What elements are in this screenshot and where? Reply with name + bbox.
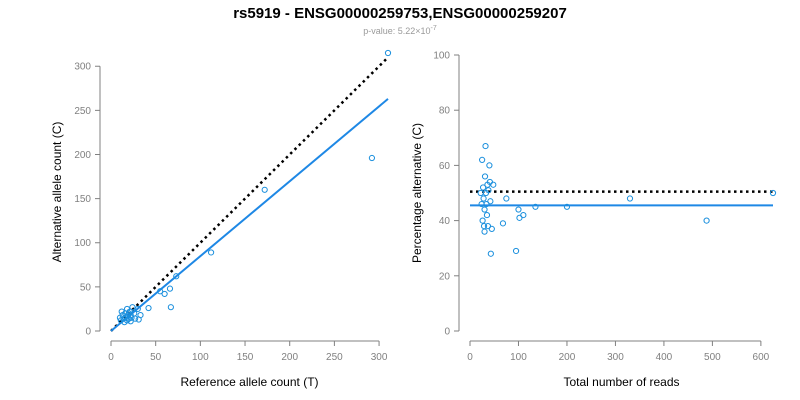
- chart-title: rs5919 - ENSG00000259753,ENSG00000259207: [233, 5, 567, 22]
- data-point: [769, 189, 777, 197]
- data-point: [173, 273, 180, 280]
- x-tick-label: 200: [281, 352, 298, 363]
- data-point: [490, 181, 497, 188]
- y-tick-label: 20: [439, 271, 451, 282]
- percentage-y-axis-label: Percentage alternative (C): [410, 123, 424, 263]
- p-value-exponent: -7: [431, 25, 437, 32]
- data-point: [480, 195, 487, 202]
- x-tick-label: 50: [150, 352, 162, 363]
- y-tick-label: 80: [439, 106, 451, 117]
- y-tick-label: 0: [85, 327, 91, 338]
- data-point: [479, 156, 486, 163]
- data-point: [512, 247, 520, 255]
- y-tick-label: 200: [74, 150, 91, 161]
- data-point: [482, 142, 489, 150]
- data-point: [481, 228, 488, 235]
- y-tick-label: 100: [433, 51, 450, 62]
- allele-y-axis-label: Alternative allele count (C): [50, 122, 64, 263]
- data-point: [127, 318, 134, 325]
- data-point: [477, 189, 484, 197]
- x-tick-label: 0: [467, 352, 473, 363]
- data-point: [129, 304, 136, 311]
- percentage-alternative-plot: 0 100 200 300 400 500 600 0 20 40 60 80 100 Total num…: [410, 51, 777, 389]
- y-tick-label: 100: [74, 238, 91, 249]
- allele-x-axis-label: Reference allele count (T): [180, 375, 318, 389]
- data-point: [481, 206, 488, 213]
- data-point: [134, 305, 141, 313]
- x-tick-label: 500: [704, 352, 721, 363]
- data-point: [479, 184, 487, 191]
- y-tick-label: 0: [444, 327, 450, 338]
- p-value-text: p-value: 5.22×10: [363, 26, 430, 36]
- y-tick-label: 60: [439, 161, 451, 172]
- x-tick-label: 300: [371, 352, 388, 363]
- allele-fit-line: [110, 98, 389, 332]
- data-point: [384, 49, 392, 57]
- data-point: [515, 206, 522, 213]
- y-tick-label: 250: [74, 106, 91, 117]
- x-tick-label: 300: [607, 352, 624, 363]
- x-tick-label: 400: [656, 352, 673, 363]
- y-tick-label: 300: [74, 62, 91, 73]
- data-point: [145, 304, 152, 312]
- x-tick-label: 150: [237, 352, 254, 363]
- data-point: [167, 304, 174, 311]
- data-point: [166, 285, 174, 292]
- p-value-subtitle: p-value: 5.22×10-7: [363, 25, 437, 36]
- data-point: [563, 203, 571, 210]
- x-tick-label: 100: [192, 352, 209, 363]
- y-tick-label: 50: [80, 282, 92, 293]
- x-tick-label: 0: [108, 352, 114, 363]
- allele-count-plot: 0 50 100 150 200 250 300 0 50 100 150 200 250 300 Refe…: [50, 49, 392, 389]
- data-point: [703, 217, 710, 224]
- data-point: [626, 195, 634, 202]
- data-point: [499, 220, 507, 227]
- data-point: [487, 250, 494, 257]
- data-point: [485, 187, 492, 194]
- y-tick-label: 40: [439, 216, 451, 227]
- data-point: [207, 249, 215, 256]
- x-tick-label: 100: [510, 352, 527, 363]
- data-point: [261, 186, 268, 193]
- data-point: [532, 203, 539, 210]
- data-point: [118, 308, 125, 315]
- x-tick-label: 600: [753, 352, 770, 363]
- data-point: [132, 315, 139, 322]
- data-point: [481, 173, 489, 180]
- data-point: [520, 211, 527, 219]
- data-point: [488, 225, 495, 232]
- data-point: [157, 288, 164, 295]
- data-point: [503, 195, 510, 202]
- percentage-x-axis-label: Total number of reads: [563, 375, 679, 389]
- data-point: [127, 312, 134, 319]
- data-point: [486, 162, 493, 169]
- data-point: [479, 217, 486, 224]
- data-point: [487, 198, 494, 205]
- data-point: [128, 314, 135, 321]
- y-tick-label: 150: [74, 194, 91, 205]
- data-point: [368, 154, 376, 162]
- data-point: [137, 312, 144, 319]
- x-tick-label: 200: [559, 352, 576, 363]
- data-point: [161, 290, 168, 298]
- x-tick-label: 250: [326, 352, 343, 363]
- data-point: [483, 211, 491, 219]
- allele-reference-line: [110, 56, 389, 332]
